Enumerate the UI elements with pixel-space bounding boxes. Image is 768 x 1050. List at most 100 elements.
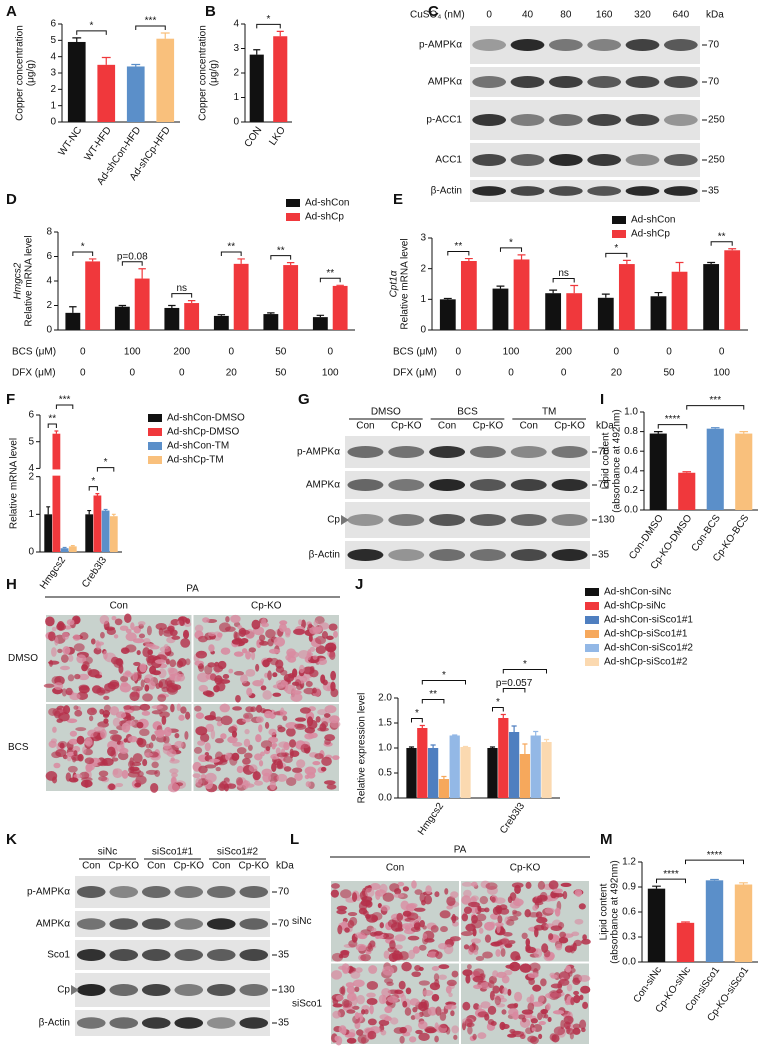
stained-cell xyxy=(438,974,447,980)
stained-cell xyxy=(178,714,185,721)
bar xyxy=(44,514,53,552)
stained-cell xyxy=(171,673,176,681)
error-bar xyxy=(654,291,663,297)
column-label: Cp-KO xyxy=(510,863,541,874)
image-header: PA xyxy=(454,845,467,856)
stained-cell xyxy=(502,987,508,995)
stained-cell xyxy=(157,668,167,679)
bar xyxy=(164,307,180,330)
stained-cell xyxy=(488,980,495,989)
legend-swatch xyxy=(148,442,162,450)
legend-swatch xyxy=(585,588,599,596)
stained-cell xyxy=(328,623,338,631)
bar xyxy=(513,259,530,330)
significance-label: ** xyxy=(277,245,285,256)
stained-cell xyxy=(407,935,420,941)
stained-cell xyxy=(382,892,395,902)
stained-cell xyxy=(421,899,426,906)
y-tick-label: 4 xyxy=(46,276,52,287)
stained-cell xyxy=(130,622,135,630)
stained-cell xyxy=(308,634,313,642)
bar xyxy=(566,293,583,330)
error-bar xyxy=(622,259,631,265)
legend-swatch xyxy=(286,213,300,221)
blot-band xyxy=(510,186,545,196)
stained-cell xyxy=(208,631,216,637)
stained-cell xyxy=(446,896,456,907)
stained-cell xyxy=(123,705,132,710)
significance-bracket xyxy=(657,424,688,429)
condition-value: 0 xyxy=(508,368,514,379)
lane-label: Cp-KO xyxy=(173,861,204,872)
stained-cell xyxy=(453,1034,458,1040)
significance-label: ns xyxy=(176,283,187,294)
lane-label: 80 xyxy=(560,10,572,21)
error-bar xyxy=(496,285,505,289)
stained-cell xyxy=(397,920,403,931)
error-bar xyxy=(533,730,539,736)
stained-cell xyxy=(107,746,116,757)
column-label: Con xyxy=(110,601,128,612)
bar xyxy=(492,288,509,330)
stained-cell xyxy=(214,738,224,744)
y-tick-label: 5 xyxy=(28,436,34,447)
blot-band xyxy=(141,918,171,930)
y-tick-label: 2 xyxy=(233,68,239,79)
stained-cell xyxy=(231,638,243,645)
error-bar xyxy=(101,56,111,65)
stained-cell xyxy=(573,990,580,996)
blot-band xyxy=(239,918,269,930)
stained-cell xyxy=(142,758,148,767)
row-label: AMPKα xyxy=(36,919,70,930)
legend-swatch xyxy=(612,230,626,238)
blot-strip xyxy=(345,471,590,499)
y-tick-label: 2.0 xyxy=(378,693,392,704)
stained-cell xyxy=(275,665,285,673)
group-label: BCS xyxy=(457,407,478,418)
stained-cell xyxy=(157,694,167,702)
stained-cell xyxy=(423,938,435,943)
stained-cell xyxy=(572,1023,581,1029)
stained-cell xyxy=(396,912,404,922)
legend-swatch xyxy=(148,428,162,436)
error-bar xyxy=(160,32,170,39)
y-tick-label: 4 xyxy=(28,463,34,474)
stained-cell xyxy=(294,723,305,728)
panel-letter: H xyxy=(6,576,17,593)
row-label: β-Actin xyxy=(39,1018,70,1029)
condition-value: 0 xyxy=(80,368,86,379)
bar xyxy=(263,314,279,330)
stained-cell xyxy=(198,663,205,672)
stained-cell xyxy=(151,710,163,715)
stained-cell xyxy=(98,775,108,782)
stained-cell xyxy=(95,640,100,648)
blot-strip xyxy=(75,1010,270,1036)
stained-cell xyxy=(444,1004,457,1010)
stained-cell xyxy=(119,625,129,631)
stained-cell xyxy=(581,1027,586,1033)
stained-cell xyxy=(413,907,426,912)
y-tick-label: 1 xyxy=(233,92,239,103)
error-bar xyxy=(682,471,692,473)
blot-band xyxy=(76,918,106,930)
stained-cell xyxy=(418,944,427,951)
blot-band xyxy=(76,1017,106,1029)
stained-cell xyxy=(76,735,85,745)
stained-cell xyxy=(99,615,110,625)
stained-cell xyxy=(367,1018,377,1026)
stained-cell xyxy=(58,712,70,722)
stained-cell xyxy=(272,692,282,697)
stained-cell xyxy=(337,925,343,935)
stained-cell xyxy=(562,890,568,900)
bar xyxy=(60,548,69,552)
legend-label: Ad-shCp-TM xyxy=(167,455,224,466)
stained-cell xyxy=(171,772,178,778)
lane-label: Con xyxy=(520,421,538,432)
marker-label: 35 xyxy=(278,1018,290,1029)
stained-cell xyxy=(271,742,278,748)
significance-label: *** xyxy=(709,395,721,406)
stained-cell xyxy=(148,681,156,690)
stained-cell xyxy=(62,705,71,715)
stained-cell xyxy=(224,626,236,632)
stained-cell xyxy=(136,650,141,656)
